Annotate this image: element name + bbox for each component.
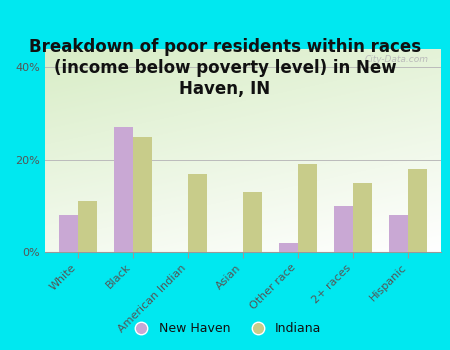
Bar bbox=[353, 183, 372, 252]
Bar bbox=[114, 127, 133, 252]
Bar bbox=[389, 215, 408, 252]
Bar bbox=[133, 136, 152, 252]
Bar bbox=[78, 201, 97, 252]
Bar bbox=[59, 215, 78, 252]
Text: Breakdown of poor residents within races
(income below poverty level) in New
Hav: Breakdown of poor residents within races… bbox=[29, 38, 421, 98]
Bar bbox=[334, 206, 353, 252]
Bar bbox=[243, 192, 262, 252]
Bar bbox=[279, 243, 298, 252]
Bar bbox=[298, 164, 317, 252]
Bar bbox=[408, 169, 427, 252]
Legend: New Haven, Indiana: New Haven, Indiana bbox=[124, 317, 326, 340]
Text: City-Data.com: City-Data.com bbox=[365, 55, 429, 64]
Bar bbox=[188, 174, 207, 252]
